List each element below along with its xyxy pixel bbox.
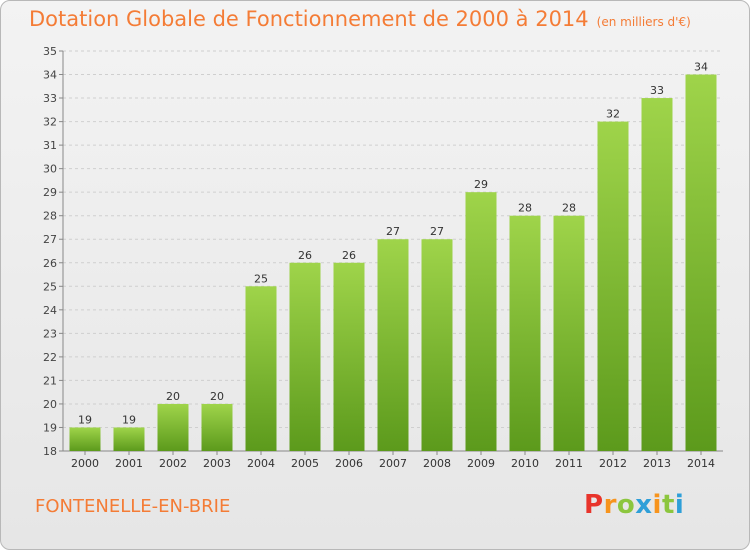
x-tick-label-2006: 2006	[335, 457, 363, 470]
logo-letter: x	[635, 490, 653, 520]
data-label-2004: 25	[254, 272, 268, 285]
x-tick-label-2001: 2001	[115, 457, 143, 470]
y-tick-label: 29	[43, 186, 57, 199]
bar-2014	[685, 74, 717, 451]
data-label-2000: 19	[78, 413, 92, 426]
x-tick-label-2005: 2005	[291, 457, 319, 470]
y-tick-label: 35	[43, 45, 57, 58]
data-label-2010: 28	[518, 202, 532, 215]
bar-2003	[201, 403, 233, 451]
data-labels: 19 19 20 20 25 26 26 27 27 29 28 28 32 33 34	[78, 61, 708, 427]
bar-2001	[113, 427, 145, 451]
data-label-2002: 20	[166, 390, 180, 403]
y-tick-label: 31	[43, 139, 57, 152]
chart-title-text: Dotation Globale de Fonctionnement de 20…	[29, 7, 589, 31]
logo-letter: o	[616, 490, 636, 520]
x-tick-label-2000: 2000	[71, 457, 99, 470]
y-tick-label: 26	[43, 257, 57, 270]
bar-2009	[465, 192, 497, 452]
y-tick-label: 22	[43, 351, 57, 364]
axes: 18 19 20 21 22 23 24 25 26 27 28 29 30 31 32 33 34 35 2000…	[43, 45, 723, 470]
logo-letter: i	[674, 490, 685, 520]
y-tick-label: 23	[43, 327, 57, 340]
x-tick-label-2010: 2010	[511, 457, 539, 470]
x-tick-label-2007: 2007	[379, 457, 407, 470]
x-tick-label-2008: 2008	[423, 457, 451, 470]
data-label-2013: 33	[650, 84, 664, 97]
x-tick-label-2009: 2009	[467, 457, 495, 470]
bars	[69, 74, 717, 452]
y-tick-label: 19	[43, 421, 57, 434]
chart-title: Dotation Globale de Fonctionnement de 20…	[29, 7, 691, 31]
data-label-2005: 26	[298, 249, 312, 262]
y-tick-label: 28	[43, 210, 57, 223]
x-tick-label-2012: 2012	[599, 457, 627, 470]
data-label-2012: 32	[606, 108, 620, 121]
bar-2007	[377, 239, 409, 451]
y-tick-label: 24	[43, 304, 57, 317]
bar-2002	[157, 403, 189, 451]
x-tick-label-2013: 2013	[643, 457, 671, 470]
x-tick-label-2004: 2004	[247, 457, 275, 470]
bar-2000	[69, 427, 101, 451]
bar-2013	[641, 98, 673, 451]
bar-2005	[289, 262, 321, 451]
y-tick-label: 20	[43, 398, 57, 411]
proxiti-logo: Proxiti	[584, 490, 684, 520]
x-tick-label-2003: 2003	[203, 457, 231, 470]
data-label-2006: 26	[342, 249, 356, 262]
x-tick-label-2002: 2002	[159, 457, 187, 470]
logo-letter: P	[584, 490, 604, 520]
y-tick-label: 32	[43, 116, 57, 129]
x-tick-label-2014: 2014	[687, 457, 715, 470]
bar-2010	[509, 215, 541, 451]
y-tick-label: 18	[43, 445, 57, 458]
data-label-2011: 28	[562, 202, 576, 215]
logo-letter: i	[652, 490, 662, 520]
commune-name: FONTENELLE-EN-BRIE	[35, 496, 231, 517]
y-tick-label: 33	[43, 92, 57, 105]
data-label-2008: 27	[430, 225, 444, 238]
data-label-2014: 34	[694, 61, 708, 74]
y-tick-label: 34	[43, 69, 57, 82]
y-tick-label: 21	[43, 374, 57, 387]
y-tick-label: 30	[43, 163, 57, 176]
data-label-2001: 19	[122, 413, 136, 426]
x-tick-label-2011: 2011	[555, 457, 583, 470]
data-label-2009: 29	[474, 178, 488, 191]
bar-2012	[597, 121, 629, 452]
logo-letter: r	[603, 490, 617, 520]
bar-2008	[421, 239, 453, 451]
data-label-2007: 27	[386, 225, 400, 238]
bar-2004	[245, 286, 277, 451]
y-tick-label: 27	[43, 233, 57, 246]
chart-unit: (en milliers d'€)	[596, 15, 691, 29]
data-label-2003: 20	[210, 390, 224, 403]
y-tick-label: 25	[43, 280, 57, 293]
bar-2011	[553, 215, 585, 451]
bar-2006	[333, 262, 365, 451]
logo-letter: t	[661, 490, 675, 520]
